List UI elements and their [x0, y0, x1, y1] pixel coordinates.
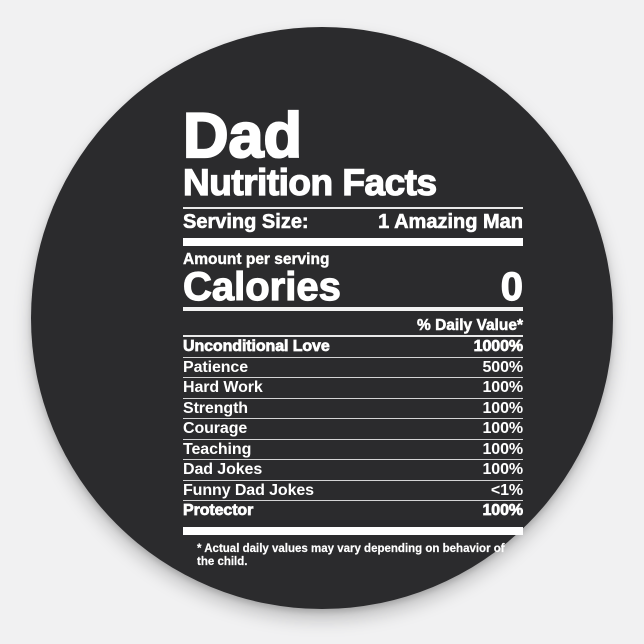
nutrient-value: 100% [482, 420, 523, 437]
nutrient-row: Courage 100% [183, 419, 523, 440]
divider-medium [183, 307, 523, 311]
nutrient-name: Teaching [183, 440, 252, 458]
serving-size-row: Serving Size: 1 Amazing Man [183, 209, 524, 235]
nutrient-row: Unconditional Love 1000% [183, 337, 523, 358]
nutrient-value: 100% [482, 440, 523, 458]
nutrient-row: Teaching 100% [183, 440, 523, 460]
nutrient-row: Strength 100% [183, 399, 523, 419]
nutrient-row: Dad Jokes 100% [183, 460, 523, 481]
daily-value-header: % Daily Value* [417, 317, 523, 335]
serving-size-value: 1 Amazing Man [378, 211, 523, 234]
divider-thick-bottom [183, 526, 523, 535]
divider-thick-top [183, 238, 523, 246]
nutrient-row: Hard Work 100% [183, 378, 523, 399]
sticker-circle: Dad Nutrition Facts Serving Size: 1 Amaz… [31, 27, 613, 609]
nutrient-name: Patience [183, 358, 249, 376]
nutrient-name: Dad Jokes [183, 461, 263, 478]
nutrient-name: Protector [183, 502, 254, 520]
nutrient-row: Patience 500% [183, 358, 523, 378]
nutrient-value: <1% [490, 481, 523, 499]
nutrient-row: Funny Dad Jokes <1% [183, 481, 523, 501]
divider-thin-under-header [183, 335, 523, 337]
divider-thin-top [183, 207, 523, 209]
nutrient-value: 100% [482, 502, 523, 520]
nutrient-name: Strength [183, 399, 248, 417]
serving-size-label: Serving Size: [183, 211, 309, 234]
calories-value: 0 [500, 265, 523, 309]
nutrient-name: Unconditional Love [183, 338, 330, 356]
calories-label: Calories [182, 265, 341, 309]
title-dad: Dad [182, 101, 303, 171]
nutrient-rows: Unconditional Love 1000% Patience 500% H… [183, 337, 524, 521]
nutrient-name: Funny Dad Jokes [183, 481, 314, 499]
nutrient-value: 1000% [473, 338, 523, 356]
amount-per-serving-label: Amount per serving [183, 251, 330, 268]
nutrient-value: 100% [482, 379, 523, 396]
calories-row: Calories 0 [182, 265, 523, 309]
title-nutrition-facts: Nutrition Facts [182, 162, 437, 203]
nutrient-value: 100% [482, 461, 523, 478]
nutrition-facts-label: Dad Nutrition Facts Serving Size: 1 Amaz… [182, 101, 524, 570]
nutrient-name: Hard Work [183, 379, 263, 396]
nutrient-value: 500% [482, 358, 523, 376]
nutrient-row: Protector 100% [183, 501, 524, 521]
nutrient-name: Courage [183, 420, 248, 437]
nutrient-value: 100% [482, 399, 523, 417]
footnote: * Actual daily values may vary depending… [197, 542, 505, 568]
